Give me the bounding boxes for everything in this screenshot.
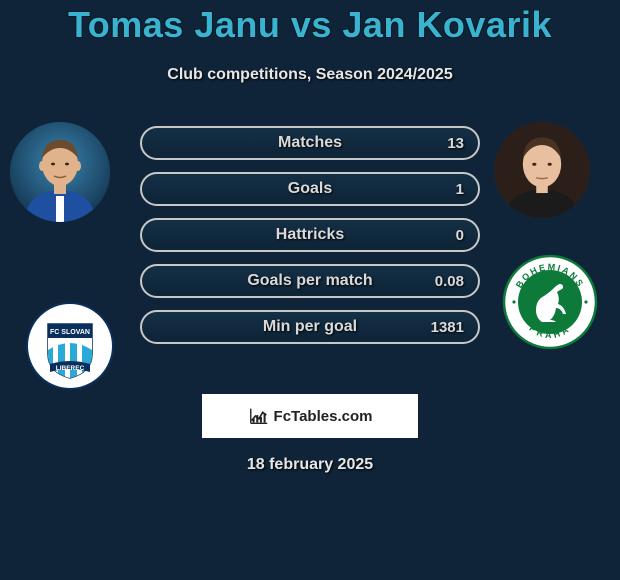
- stat-row: Min per goal 1381: [140, 310, 480, 344]
- stat-row: Goals per match 0.08: [140, 264, 480, 298]
- stats-list: Matches 13 Goals 1 Hattricks 0 Goals per…: [140, 122, 480, 344]
- stat-label: Goals per match: [247, 272, 372, 290]
- brand-box: FcTables.com: [202, 394, 418, 438]
- stat-label: Min per goal: [263, 318, 357, 336]
- date-text: 18 february 2025: [0, 456, 620, 474]
- club-right-logo: BOHEMIANS PRAHA: [500, 252, 600, 342]
- stat-label: Goals: [288, 180, 332, 198]
- stat-right-value: 13: [447, 135, 464, 152]
- stat-right-value: 0.08: [435, 273, 464, 290]
- page-title: Tomas Janu vs Jan Kovarik: [0, 4, 620, 46]
- stat-row: Matches 13: [140, 126, 480, 160]
- avatar-left-svg: [10, 122, 110, 222]
- stat-right-value: 0: [456, 227, 464, 244]
- avatar-right-svg: [494, 122, 590, 218]
- stat-row: Hattricks 0: [140, 218, 480, 252]
- stat-label: Matches: [278, 134, 342, 152]
- stat-label: Hattricks: [276, 226, 344, 244]
- player-left-avatar: [10, 122, 110, 222]
- brand-chart-icon: [248, 405, 270, 427]
- stat-right-value: 1: [456, 181, 464, 198]
- club-left-svg: FC SLOVAN LIBEREC: [20, 302, 120, 392]
- stat-row: Goals 1: [140, 172, 480, 206]
- comparison-area: FC SLOVAN LIBEREC: [0, 122, 620, 344]
- stat-right-value: 1381: [431, 319, 464, 336]
- player-right-avatar: [494, 122, 590, 218]
- svg-text:LIBEREC: LIBEREC: [56, 365, 85, 372]
- club-left-logo: FC SLOVAN LIBEREC: [20, 302, 120, 392]
- brand-text: FcTables.com: [274, 408, 373, 425]
- club-right-svg: BOHEMIANS PRAHA: [500, 252, 600, 352]
- svg-text:FC SLOVAN: FC SLOVAN: [50, 329, 90, 336]
- subtitle: Club competitions, Season 2024/2025: [0, 66, 620, 84]
